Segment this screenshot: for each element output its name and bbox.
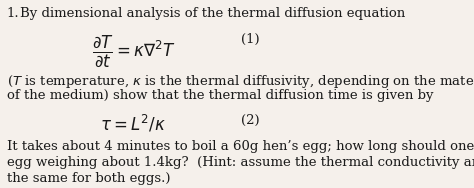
Text: It takes about 4 minutes to boil a 60g hen’s egg; how long should one boil an os: It takes about 4 minutes to boil a 60g h… [7,140,474,153]
Text: (1): (1) [241,33,260,46]
Text: By dimensional analysis of the thermal diffusion equation: By dimensional analysis of the thermal d… [20,7,405,20]
Text: $\tau = L^2/\kappa$: $\tau = L^2/\kappa$ [100,114,166,135]
Text: ($T$ is temperature, $\kappa$ is the thermal diffusivity, depending on the mater: ($T$ is temperature, $\kappa$ is the the… [7,73,474,90]
Text: egg weighing about 1.4kg?  (Hint: assume the thermal conductivity and density ar: egg weighing about 1.4kg? (Hint: assume … [7,156,474,169]
Text: $\dfrac{\partial T}{\partial t} = \kappa \nabla^2 T$: $\dfrac{\partial T}{\partial t} = \kappa… [91,33,175,69]
Text: (2): (2) [241,114,260,127]
Text: the same for both eggs.): the same for both eggs.) [7,172,170,185]
Text: of the medium) show that the thermal diffusion time is given by: of the medium) show that the thermal dif… [7,89,433,102]
Text: 1.: 1. [7,7,19,20]
